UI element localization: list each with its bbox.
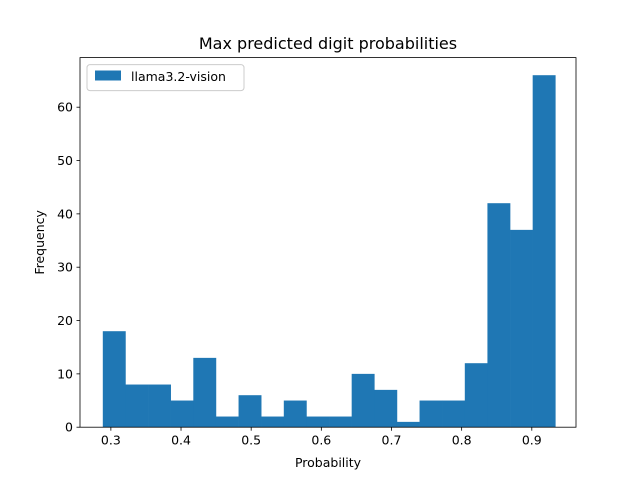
histogram-bar bbox=[442, 400, 466, 428]
histogram-bar bbox=[170, 400, 194, 428]
histogram-bar bbox=[419, 400, 443, 428]
y-tick-label: 40 bbox=[57, 206, 73, 221]
x-tick-label: 0.7 bbox=[382, 433, 402, 448]
x-tick-label: 0.3 bbox=[101, 433, 121, 448]
y-tick-label: 50 bbox=[57, 153, 73, 168]
histogram-bar bbox=[283, 400, 307, 428]
legend-entry-label: llama3.2-vision bbox=[131, 69, 226, 84]
legend: llama3.2-vision bbox=[86, 64, 245, 92]
x-tick-label: 0.5 bbox=[241, 433, 261, 448]
histogram-bar bbox=[102, 331, 126, 428]
chart-title: Max predicted digit probabilities bbox=[199, 34, 457, 53]
histogram-bar bbox=[510, 229, 533, 428]
histogram-bar bbox=[238, 395, 262, 428]
y-axis-label: Frequency bbox=[32, 210, 47, 275]
histogram-bar bbox=[306, 416, 330, 428]
histogram-bar bbox=[215, 416, 239, 428]
x-axis-label: Probability bbox=[295, 455, 362, 470]
legend-swatch bbox=[95, 70, 121, 81]
x-tick-label: 0.6 bbox=[311, 433, 331, 448]
y-tick-label: 20 bbox=[57, 313, 73, 328]
histogram-bar bbox=[464, 363, 488, 428]
histogram-bar bbox=[148, 384, 171, 428]
histogram-bar bbox=[193, 357, 217, 428]
y-tick-label: 30 bbox=[57, 260, 73, 275]
histogram-bar bbox=[396, 421, 420, 428]
y-tick-label: 10 bbox=[57, 366, 73, 381]
plot-frame bbox=[79, 57, 577, 428]
x-tick-label: 0.8 bbox=[452, 433, 472, 448]
y-axis-ticks: 0 10 20 30 40 50 60 bbox=[57, 100, 80, 435]
bars-layer bbox=[102, 75, 556, 428]
y-tick-label: 60 bbox=[57, 100, 73, 115]
x-tick-label: 0.9 bbox=[522, 433, 542, 448]
histogram-bar bbox=[261, 416, 285, 428]
x-axis-ticks: 0.3 0.4 0.5 0.6 0.7 0.8 0.9 bbox=[101, 427, 542, 448]
histogram-bar bbox=[329, 416, 352, 428]
histogram-bar bbox=[351, 373, 375, 428]
y-tick-label: 0 bbox=[65, 420, 73, 435]
histogram-bar bbox=[487, 203, 511, 428]
histogram-bar bbox=[532, 75, 556, 428]
histogram-bar bbox=[125, 384, 149, 428]
legend-box bbox=[86, 64, 245, 92]
histogram-bar bbox=[374, 389, 398, 428]
x-tick-label: 0.4 bbox=[171, 433, 191, 448]
